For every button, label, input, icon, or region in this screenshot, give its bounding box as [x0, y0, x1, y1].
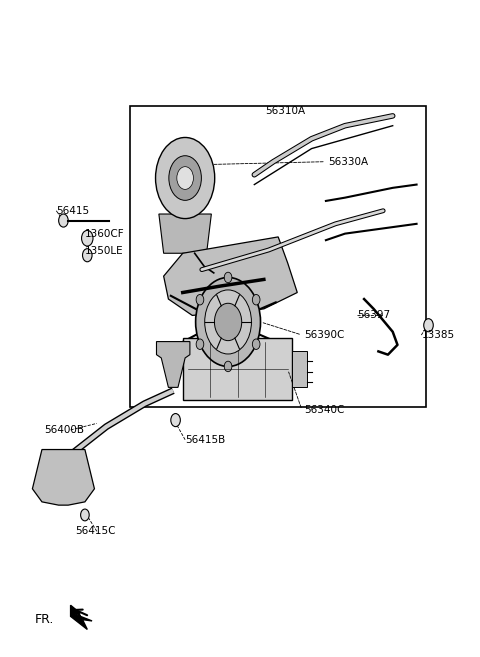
Circle shape: [196, 339, 204, 350]
Circle shape: [224, 361, 232, 372]
Text: 1350LE: 1350LE: [85, 246, 123, 256]
Polygon shape: [156, 342, 190, 388]
Polygon shape: [159, 214, 211, 253]
Circle shape: [171, 413, 180, 426]
Circle shape: [252, 339, 260, 350]
Text: 56415: 56415: [56, 206, 89, 215]
Circle shape: [224, 272, 232, 283]
Text: 13385: 13385: [421, 330, 455, 340]
Polygon shape: [71, 605, 92, 629]
Text: 56415B: 56415B: [185, 435, 226, 445]
Bar: [130, 106, 426, 407]
Circle shape: [232, 321, 243, 336]
Text: 1360CF: 1360CF: [85, 229, 124, 238]
Text: 56330A: 56330A: [328, 156, 369, 167]
Circle shape: [59, 214, 68, 227]
Circle shape: [196, 294, 204, 305]
Text: 56340C: 56340C: [304, 405, 345, 415]
Polygon shape: [164, 237, 297, 315]
Circle shape: [196, 277, 261, 367]
Circle shape: [215, 304, 242, 340]
Circle shape: [252, 294, 260, 305]
Circle shape: [204, 290, 252, 354]
Circle shape: [82, 231, 93, 246]
Bar: [292, 351, 307, 388]
Circle shape: [169, 156, 202, 200]
Circle shape: [81, 509, 89, 521]
Circle shape: [156, 137, 215, 219]
Circle shape: [424, 319, 433, 332]
Circle shape: [83, 249, 92, 261]
Bar: [183, 338, 292, 401]
Text: 56390C: 56390C: [304, 330, 345, 340]
Polygon shape: [33, 449, 95, 505]
Text: 56415C: 56415C: [75, 526, 116, 536]
Text: 56310A: 56310A: [265, 106, 305, 116]
Text: 56400B: 56400B: [44, 425, 84, 435]
Circle shape: [177, 167, 193, 189]
Text: 56397: 56397: [357, 310, 390, 321]
Text: FR.: FR.: [35, 613, 54, 626]
